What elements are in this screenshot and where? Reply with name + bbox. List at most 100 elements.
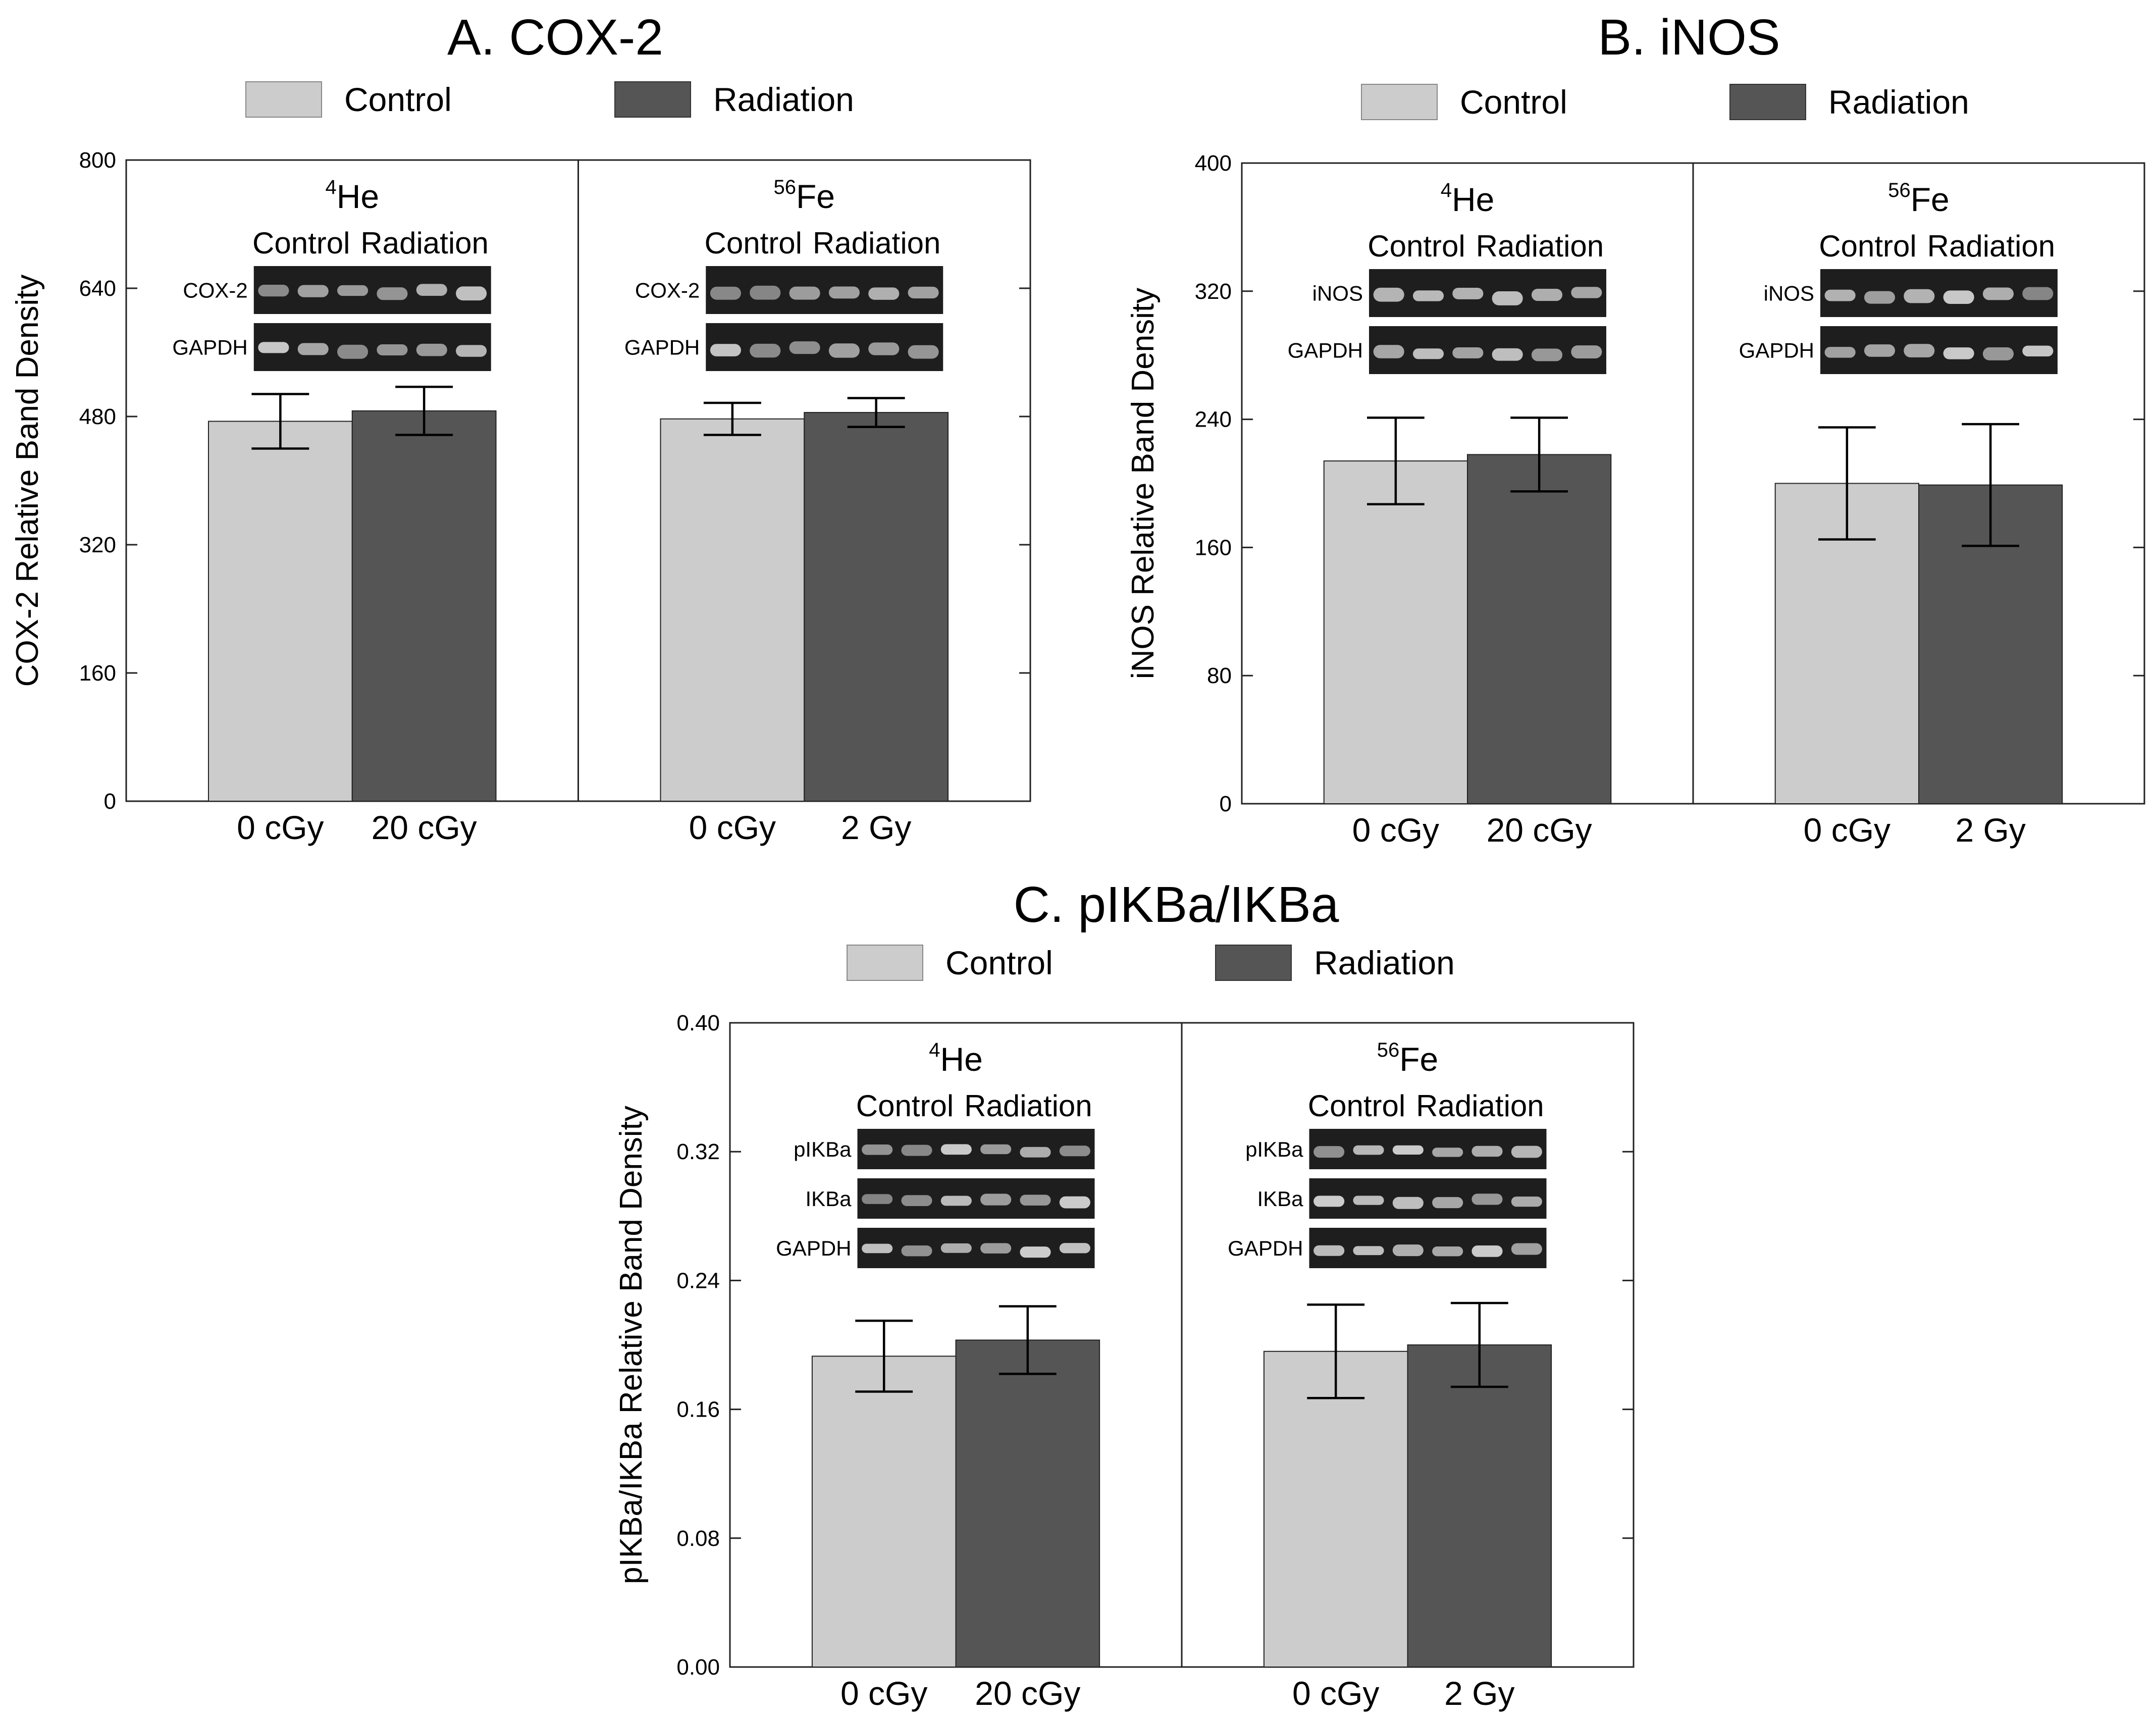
ion-mass-number: 56 [1377, 1039, 1400, 1061]
legend: Control Radiation [1361, 83, 1969, 121]
blot-cox-2-blot-label: COX-2 [635, 279, 700, 302]
blot-gapdh-blot-band [416, 343, 447, 356]
blot-gapdh-blot-image [857, 1228, 1095, 1268]
legend-label-control: Control [945, 944, 1053, 981]
lane-label-control: Control [1308, 1089, 1405, 1123]
panel-ion-label: 4He [1441, 179, 1495, 218]
blot-gapdh-blot-image [1820, 326, 2058, 374]
blot-gapdh-blot-band [1353, 1246, 1384, 1256]
ion-mass-number: 56 [773, 176, 796, 198]
blot-ikba-blot-band [1353, 1195, 1384, 1205]
blot-inos-blot-band [1571, 287, 1602, 298]
blot-cox-2-blot-band [377, 287, 408, 300]
blot-gapdh-blot-label: GAPDH [1288, 339, 1363, 362]
blot-ikba-blot-band [862, 1194, 893, 1204]
blot-ikba-blot-label: IKBa [1257, 1187, 1303, 1211]
blot-inos-blot-band [1943, 290, 1974, 304]
blot-pikba-blot-band [1353, 1145, 1384, 1155]
blot-gapdh-blot-band [862, 1243, 893, 1254]
lane-label-control: Control [252, 226, 350, 260]
blot-gapdh-blot-band [456, 345, 487, 357]
ion-symbol: Fe [1911, 181, 1950, 218]
blot-pikba-blot-label: pIKBa [794, 1137, 852, 1161]
blot-gapdh-blot-band [1452, 347, 1484, 358]
blot-cox-2-blot-band [908, 286, 939, 299]
lane-label-control: Control [705, 226, 802, 260]
ion-symbol: He [337, 178, 379, 215]
x-category-label: 20 cGy [372, 809, 477, 846]
y-tick-label: 320 [1195, 279, 1232, 304]
y-tick-label: 640 [79, 276, 116, 301]
blot-gapdh-blot-band [901, 1245, 932, 1257]
blot-gapdh-blot-band [750, 343, 781, 358]
blot-gapdh-blot-band [1492, 348, 1523, 361]
blot-pikba-blot-image [857, 1129, 1095, 1169]
blot-gapdh-blot-band [1904, 344, 1935, 357]
y-tick-label: 0.40 [676, 1011, 720, 1035]
blot-pikba-blot-label: pIKBa [1245, 1137, 1303, 1161]
y-axis-title: iNOS Relative Band Density [1126, 288, 1161, 679]
y-tick-label: 160 [1195, 535, 1232, 560]
lane-label-radiation: Radiation [1476, 229, 1604, 263]
y-tick-label: 480 [79, 404, 116, 429]
blot-pikba-blot-band [1511, 1146, 1542, 1158]
y-tick-label: 0.16 [676, 1397, 720, 1422]
chart-b: B. iNOS Control Radiation 0 80 160 240 320 400 iN… [1126, 9, 2145, 849]
x-category-label: 0 cGy [1804, 811, 1890, 849]
bar-radiation [804, 412, 949, 802]
blot-inos-blot-band [1531, 288, 1563, 301]
bar-radiation [1407, 1344, 1552, 1668]
chart-c: C. pIKBa/IKBa Control Radiation 0.00 0.08 0.1… [614, 876, 1635, 1712]
blot-inos-blot-band [1864, 291, 1896, 304]
ion-mass-number: 4 [325, 176, 336, 198]
blot-cox-2-blot-image [706, 266, 943, 314]
y-axis-title: COX-2 Relative Band Density [10, 275, 45, 687]
legend-swatch-control [245, 81, 322, 118]
ion-mass-number: 56 [1888, 179, 1911, 201]
blot-inos-blot-band [2022, 287, 2054, 300]
panel-ion-label: 56Fe [773, 176, 835, 215]
y-tick-label: 80 [1207, 663, 1232, 688]
blot-gapdh-blot-band [828, 343, 860, 358]
blot-gapdh-blot-band [1531, 348, 1563, 361]
panel-he: 0 cGy 20 cGy 4He Control Radiation pIKBa IKBa G… [776, 1039, 1100, 1712]
blot-inos-blot-band [1452, 287, 1484, 299]
lane-label-radiation: Radiation [1416, 1089, 1544, 1123]
ion-mass-number: 4 [929, 1039, 940, 1061]
legend-label-radiation: Radiation [1314, 944, 1455, 981]
blot-ikba-blot-image [857, 1178, 1095, 1219]
legend-label-control: Control [1460, 83, 1567, 121]
blot-pikba-blot-band [1020, 1147, 1051, 1158]
x-category-label: 0 cGy [1292, 1675, 1379, 1712]
blot-pikba-blot-band [901, 1144, 932, 1156]
blot-ikba-blot-label: IKBa [805, 1187, 852, 1211]
blot-gapdh-blot-band [377, 344, 408, 355]
blot-gapdh-blot-band [908, 345, 939, 359]
legend-label-control: Control [344, 81, 452, 118]
blot-gapdh-blot-band [1373, 345, 1404, 358]
chart-title: C. pIKBa/IKBa [1014, 876, 1339, 933]
blot-cox-2-blot-band [789, 286, 820, 300]
blot-inos-blot-band [1982, 287, 2014, 300]
x-category-label: 2 Gy [1955, 811, 2025, 849]
x-category-label: 0 cGy [840, 1675, 927, 1712]
lane-label-radiation: Radiation [813, 226, 941, 260]
y-tick-label: 400 [1195, 151, 1232, 176]
blot-gapdh-blot-band [337, 344, 369, 359]
blot-ikba-blot-band [940, 1195, 972, 1206]
legend-swatch-control [847, 945, 923, 981]
blot-gapdh-blot-label: GAPDH [1228, 1236, 1303, 1260]
bar-control [660, 418, 805, 802]
blot-pikba-blot-band [1471, 1146, 1503, 1157]
blot-gapdh-blot-band [1392, 1244, 1424, 1257]
lane-label-radiation: Radiation [964, 1089, 1092, 1123]
blot-cox-2-blot-band [750, 285, 781, 300]
blot-pikba-blot-band [980, 1144, 1012, 1155]
blot-gapdh-blot-band [1020, 1246, 1051, 1258]
blot-gapdh-blot-label: GAPDH [1739, 339, 1814, 362]
blot-gapdh-blot-label: GAPDH [776, 1236, 851, 1260]
blot-gapdh-blot-band [1313, 1245, 1345, 1256]
blot-cox-2-blot-band [337, 285, 369, 296]
y-tick-label: 0 [1220, 792, 1232, 816]
blot-gapdh-blot-label: GAPDH [172, 336, 247, 359]
